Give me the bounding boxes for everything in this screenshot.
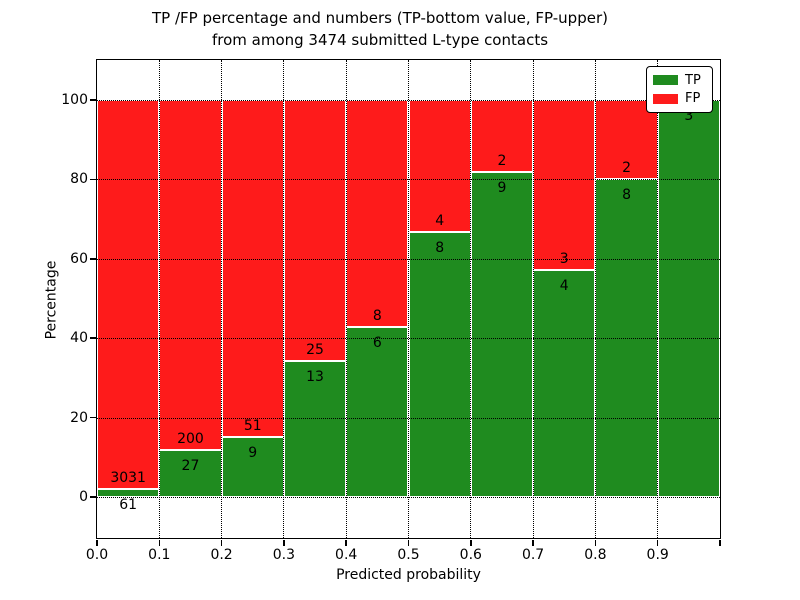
gridline-horizontal <box>97 100 720 101</box>
tp-count-label: 8 <box>622 187 631 204</box>
fp-count-label: 3 <box>559 251 569 268</box>
fp-bar-segment <box>470 100 534 173</box>
x-tick-label: 0.9 <box>646 547 669 563</box>
gridline-vertical <box>221 60 223 538</box>
y-tick-label: 100 <box>61 92 88 108</box>
x-tick-mark <box>719 540 721 546</box>
x-tick-label: 0.8 <box>584 547 607 563</box>
x-axis-label: Predicted probability <box>336 567 481 583</box>
fp-bar-segment <box>97 100 160 490</box>
gridline-vertical <box>283 60 285 538</box>
gridline-horizontal <box>97 179 720 181</box>
x-tick-mark <box>407 540 410 546</box>
tp-count-label: 9 <box>248 445 258 462</box>
tp-count-label: 9 <box>497 180 507 197</box>
legend-label-tp: TP <box>685 72 701 88</box>
y-tick-label: 60 <box>70 250 88 267</box>
fp-bar-segment <box>408 100 471 233</box>
y-axis-label: Percentage <box>43 260 60 340</box>
plot-area: 3031 61 200 27 51 9 25 13 8 6 4 8 2 9 3 4 2 8 3 <box>97 60 720 538</box>
x-tick-mark <box>594 540 597 546</box>
tp-count-label: 3 <box>684 108 694 124</box>
fp-count-label: 200 <box>177 430 204 447</box>
tp-count-label: 61 <box>119 497 138 514</box>
fp-count-label: 4 <box>435 213 445 230</box>
y-tick-label: 20 <box>70 409 88 426</box>
gridline-horizontal <box>97 338 720 340</box>
legend-label-fp: FP <box>685 91 701 107</box>
tp-bar-segment <box>97 489 160 497</box>
gridline-vertical <box>532 60 534 538</box>
y-tick-mark <box>90 496 96 498</box>
gridline-vertical <box>657 60 659 538</box>
gridline-vertical <box>470 60 472 538</box>
x-tick-mark <box>345 540 347 546</box>
x-tick-label: 0.6 <box>459 547 482 563</box>
gridline-horizontal <box>97 417 720 419</box>
y-tick-mark <box>90 258 96 260</box>
fp-bar-segment <box>346 100 409 327</box>
fp-count-label: 3031 <box>110 470 146 487</box>
legend-item-tp: TP <box>653 73 706 88</box>
x-tick-label: 0.7 <box>521 547 545 563</box>
tp-bar-segment <box>346 326 409 497</box>
tp-bar-segment <box>283 361 347 497</box>
legend: TP FP <box>646 66 713 113</box>
gridline-horizontal <box>97 258 720 260</box>
fp-count-label: 51 <box>243 418 262 435</box>
y-tick-label: 40 <box>70 330 88 347</box>
y-tick-mark <box>90 416 96 419</box>
y-tick-label: 80 <box>70 171 88 188</box>
fp-count-label: 2 <box>497 153 507 170</box>
y-tick-mark <box>90 337 96 339</box>
tp-bar-segment <box>221 437 284 497</box>
x-tick-mark <box>532 540 534 546</box>
gridline-vertical <box>158 60 160 538</box>
x-tick-mark <box>656 540 659 546</box>
tp-count-label: 6 <box>372 334 382 351</box>
legend-item-fp: FP <box>653 91 706 106</box>
x-tick-label: 0.0 <box>85 547 109 563</box>
x-tick-mark <box>470 540 472 546</box>
gridline-horizontal <box>97 497 720 498</box>
fp-swatch-icon <box>653 93 678 104</box>
tp-bar-segment <box>159 449 222 497</box>
x-tick-mark <box>220 540 223 546</box>
x-tick-label: 0.5 <box>397 547 420 563</box>
tp-swatch-icon <box>653 75 678 86</box>
tp-bar-segment <box>533 270 596 497</box>
x-tick-label: 0.1 <box>148 547 171 563</box>
chart-title-line-2: from among 3474 submitted L-type contact… <box>211 31 549 49</box>
fp-bar-segment <box>595 100 658 180</box>
tp-count-label: 13 <box>306 369 324 386</box>
x-tick-label: 0.4 <box>335 547 358 563</box>
tp-count-label: 27 <box>181 457 200 474</box>
tp-bar-segment <box>470 172 534 497</box>
fp-bar-segment <box>283 100 347 362</box>
tp-bar-segment <box>408 232 471 497</box>
x-tick-label: 0.2 <box>210 547 233 563</box>
x-tick-mark <box>283 540 285 546</box>
tp-bar-segment <box>657 100 720 497</box>
fp-count-label: 25 <box>306 342 324 359</box>
gridline-vertical <box>345 60 347 538</box>
y-tick-mark <box>90 178 96 181</box>
y-tick-label: 0 <box>79 489 88 505</box>
fp-bar-segment <box>221 100 284 438</box>
fp-bar-segment <box>159 100 222 450</box>
x-tick-mark <box>96 540 98 546</box>
fp-bar-segment <box>533 100 596 271</box>
y-tick-mark <box>90 99 96 101</box>
x-tick-mark <box>158 540 161 546</box>
gridline-vertical <box>408 60 409 538</box>
fp-count-label: 2 <box>622 160 631 177</box>
gridline-vertical <box>594 60 596 538</box>
tp-count-label: 8 <box>435 240 445 257</box>
chart-title-line-1: TP /FP percentage and numbers (TP-bottom… <box>152 9 608 27</box>
x-tick-label: 0.3 <box>272 547 296 563</box>
fp-count-label: 8 <box>372 307 382 324</box>
tp-count-label: 4 <box>559 278 569 295</box>
